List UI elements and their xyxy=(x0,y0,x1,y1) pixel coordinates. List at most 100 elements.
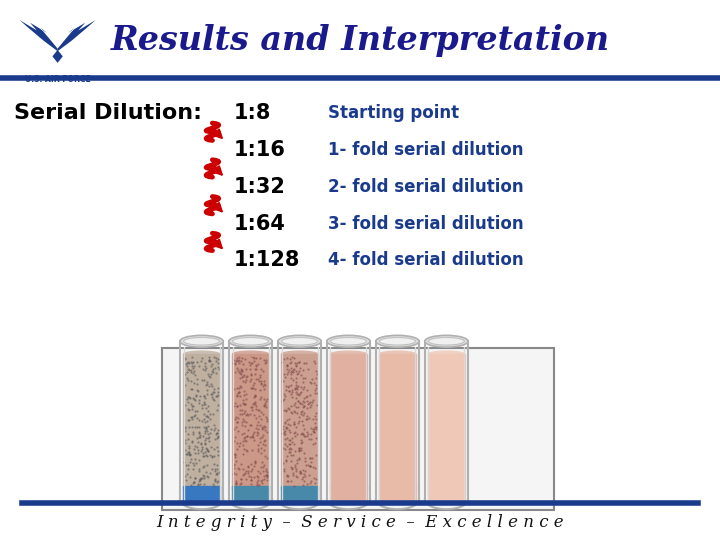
Point xyxy=(310,423,322,431)
Point xyxy=(260,358,271,367)
Point xyxy=(291,383,302,392)
Point xyxy=(287,451,299,460)
Point xyxy=(280,406,292,414)
Point xyxy=(298,383,310,391)
Point xyxy=(204,414,216,423)
Point xyxy=(287,353,298,362)
Point xyxy=(188,394,199,402)
Point xyxy=(248,462,259,471)
Point xyxy=(210,392,221,400)
Point xyxy=(186,423,198,431)
Point xyxy=(261,471,273,480)
Point xyxy=(287,470,299,479)
Point xyxy=(229,433,240,442)
Point xyxy=(288,469,300,477)
Point xyxy=(287,393,298,401)
Point xyxy=(310,450,321,459)
Point xyxy=(310,412,321,421)
Point xyxy=(284,444,295,453)
Point xyxy=(238,387,250,395)
Point xyxy=(288,401,300,410)
Point xyxy=(197,463,208,471)
Point xyxy=(251,420,263,429)
Point xyxy=(292,472,303,481)
Point xyxy=(191,379,202,388)
Text: 1:64: 1:64 xyxy=(234,213,286,234)
Point xyxy=(238,396,249,405)
Point xyxy=(245,420,256,429)
Point xyxy=(303,399,315,407)
Point xyxy=(309,423,320,431)
Point xyxy=(254,434,266,442)
Point xyxy=(300,415,312,424)
Point xyxy=(253,411,264,420)
Point xyxy=(310,434,322,443)
Point xyxy=(207,392,218,401)
Point xyxy=(311,384,323,393)
Point xyxy=(241,446,253,455)
Point xyxy=(230,470,242,478)
Point xyxy=(260,396,271,405)
Point xyxy=(240,371,252,380)
Bar xyxy=(281,354,318,489)
Point xyxy=(287,438,298,447)
Point xyxy=(248,400,259,408)
Point xyxy=(302,461,314,470)
Point xyxy=(289,463,300,471)
Point xyxy=(295,469,307,477)
Point xyxy=(258,395,270,403)
Point xyxy=(189,473,200,482)
Point xyxy=(198,398,210,407)
Point xyxy=(184,457,196,466)
Point xyxy=(310,389,321,397)
Point xyxy=(231,417,243,426)
Point xyxy=(261,471,272,480)
Point xyxy=(182,364,194,373)
Point xyxy=(305,423,317,432)
Point xyxy=(296,407,307,416)
Point xyxy=(233,442,245,450)
Point xyxy=(286,368,297,376)
Point xyxy=(290,464,302,473)
Point xyxy=(282,369,293,378)
Point xyxy=(250,362,261,370)
Point xyxy=(199,403,211,412)
Point xyxy=(255,386,266,395)
Point xyxy=(299,394,310,403)
Point xyxy=(198,451,210,460)
Point xyxy=(236,421,248,430)
Point xyxy=(182,392,194,401)
Point xyxy=(236,418,248,427)
Point xyxy=(196,353,207,362)
Point xyxy=(197,432,209,441)
Point xyxy=(232,418,243,427)
Point xyxy=(201,390,212,399)
Point xyxy=(294,357,305,366)
Point xyxy=(254,469,266,477)
Point xyxy=(310,359,321,367)
Point xyxy=(251,431,263,440)
Point xyxy=(290,394,302,403)
Point xyxy=(243,410,254,419)
Point xyxy=(256,407,267,416)
Point xyxy=(259,452,271,461)
Point xyxy=(205,370,217,379)
Point xyxy=(276,396,288,405)
Point xyxy=(195,438,207,447)
Point xyxy=(295,371,307,380)
Point xyxy=(280,457,292,465)
Point xyxy=(238,371,250,380)
Point xyxy=(282,361,293,369)
Point xyxy=(180,423,192,432)
Point xyxy=(305,403,316,412)
Point xyxy=(296,400,307,408)
Point xyxy=(297,396,309,405)
Point xyxy=(202,447,214,455)
Point xyxy=(251,480,262,489)
Point xyxy=(208,426,220,435)
Ellipse shape xyxy=(379,338,415,345)
Point xyxy=(262,454,274,463)
Point xyxy=(194,456,205,465)
Point xyxy=(188,364,199,373)
Point xyxy=(256,476,267,484)
